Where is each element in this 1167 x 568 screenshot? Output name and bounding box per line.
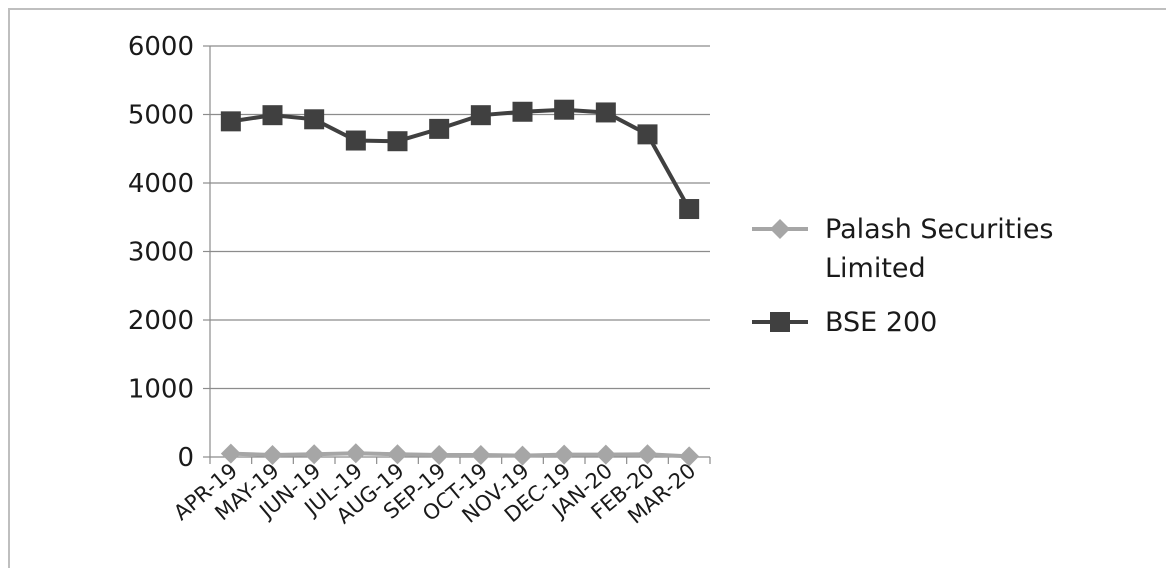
legend-label-bse200: BSE 200 xyxy=(825,307,937,338)
chart-frame xyxy=(8,8,1166,568)
y-axis-ticks: 0 1000 2000 3000 4000 5000 6000 xyxy=(128,32,194,473)
y-tick-label: 5000 xyxy=(128,101,194,131)
y-tick-label: 2000 xyxy=(128,306,194,336)
data-point-square xyxy=(554,99,575,120)
y-tick-label: 3000 xyxy=(128,238,194,268)
legend-item-bse200: BSE 200 xyxy=(752,307,937,338)
data-point-diamond xyxy=(262,444,283,465)
series-layer xyxy=(220,99,700,467)
legend-label-palash-line1: Palash Securities xyxy=(825,214,1054,245)
data-point-diamond xyxy=(345,443,366,464)
x-axis-ticks: APR-19MAY-19JUN-19JUL-19AUG-19SEP-19OCT-… xyxy=(169,458,700,528)
data-point-square xyxy=(512,101,533,122)
data-point-diamond xyxy=(470,444,491,465)
data-point-square xyxy=(220,111,241,132)
data-point-square xyxy=(679,199,700,220)
data-point-square xyxy=(304,109,325,130)
data-point-square xyxy=(387,131,408,152)
data-point-diamond xyxy=(304,444,325,465)
data-point-diamond xyxy=(679,446,700,467)
legend-label-palash-line2: Limited xyxy=(825,253,926,284)
y-tick-label: 4000 xyxy=(128,169,194,199)
data-point-square xyxy=(637,124,658,145)
y-tick-label: 1000 xyxy=(128,375,194,405)
data-point-square xyxy=(262,105,283,126)
legend-marker-bse200 xyxy=(770,312,790,332)
data-point-square xyxy=(470,105,491,126)
x-axis xyxy=(209,46,711,464)
data-point-diamond xyxy=(387,444,408,465)
data-point-diamond xyxy=(595,444,616,465)
legend-item-palash: Palash Securities Limited xyxy=(752,214,1054,284)
y-tick-label: 0 xyxy=(177,443,194,473)
data-point-diamond xyxy=(554,444,575,465)
data-point-diamond xyxy=(429,444,450,465)
data-point-square xyxy=(345,130,366,151)
data-point-diamond xyxy=(637,444,658,465)
data-point-square xyxy=(595,102,616,123)
series-line-1 xyxy=(230,107,691,211)
series-line-0 xyxy=(230,451,690,459)
data-point-diamond xyxy=(220,443,241,464)
legend: Palash Securities Limited BSE 200 xyxy=(752,214,1054,338)
gridlines xyxy=(203,45,710,458)
data-point-diamond xyxy=(512,445,533,466)
y-tick-label: 6000 xyxy=(128,32,194,62)
data-point-square xyxy=(429,118,450,139)
legend-marker-palash xyxy=(770,219,790,239)
